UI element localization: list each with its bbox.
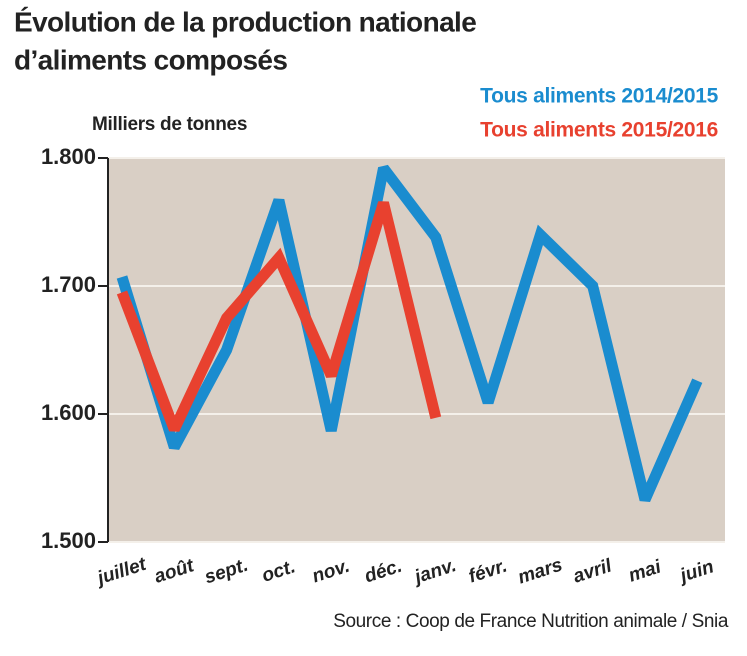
series-line [116, 164, 703, 502]
y-axis-label: Milliers de tonnes [92, 114, 247, 135]
source: Source : Coop de France Nutrition animal… [333, 611, 729, 632]
y-tick-label: 1.600 [41, 400, 96, 425]
y-tick-label: 1.500 [41, 528, 96, 553]
series-line [116, 201, 442, 432]
chart-title: d’aliments composés [14, 44, 287, 75]
y-tick-label: 1.800 [41, 144, 96, 169]
y-tick-label: 1.700 [41, 272, 96, 297]
legend-entry: Tous aliments 2015/2016 [480, 119, 718, 142]
chart-title: Évolution de la production nationale [14, 6, 476, 37]
legend-entry: Tous aliments 2014/2015 [480, 85, 718, 108]
